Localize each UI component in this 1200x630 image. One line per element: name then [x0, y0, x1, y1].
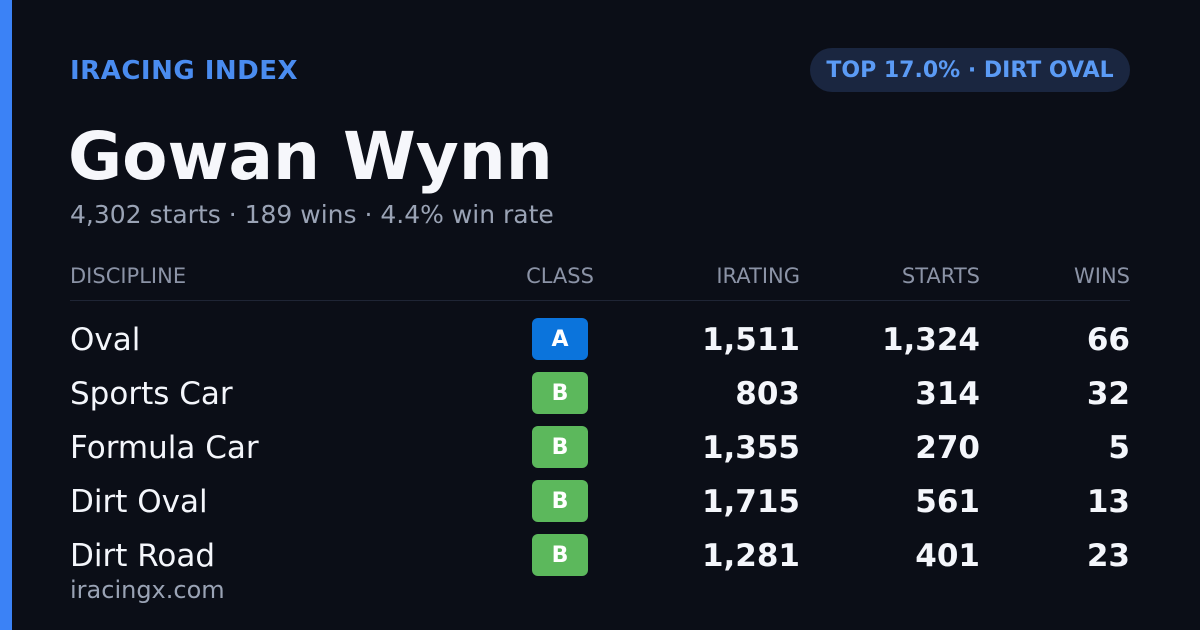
irating: 803 — [735, 376, 800, 412]
column-header: WINS — [1074, 264, 1130, 288]
discipline: Oval — [70, 322, 141, 358]
class-badge: B — [532, 480, 588, 522]
header-rule — [70, 300, 1130, 301]
discipline: Sports Car — [70, 376, 233, 412]
column-header: IRATING — [716, 264, 800, 288]
irating: 1,511 — [701, 322, 800, 358]
wins: 5 — [1108, 430, 1130, 466]
wins: 66 — [1086, 322, 1130, 358]
class-badge: B — [532, 426, 588, 468]
wins: 32 — [1086, 376, 1130, 412]
irating: 1,281 — [701, 538, 800, 574]
summary: 4,302 starts · 189 wins · 4.4% win rate — [70, 200, 554, 229]
starts: 401 — [915, 538, 980, 574]
brand: IRACING INDEX — [70, 56, 299, 86]
class-badge: B — [532, 534, 588, 576]
accent-stripe — [0, 0, 12, 630]
starts: 561 — [915, 484, 980, 520]
discipline: Formula Car — [70, 430, 259, 466]
wins: 13 — [1086, 484, 1130, 520]
irating: 1,715 — [701, 484, 800, 520]
site: iracingx.com — [70, 576, 225, 604]
column-header: CLASS — [526, 264, 594, 288]
starts: 270 — [915, 430, 980, 466]
class-badge: A — [532, 318, 588, 360]
class-badge: B — [532, 372, 588, 414]
wins: 23 — [1086, 538, 1130, 574]
discipline: Dirt Road — [70, 538, 216, 574]
column-header: DISCIPLINE — [70, 264, 187, 288]
discipline: Dirt Oval — [70, 484, 208, 520]
column-header: STARTS — [901, 264, 980, 288]
irating: 1,355 — [701, 430, 800, 466]
starts: 314 — [915, 376, 980, 412]
starts: 1,324 — [881, 322, 980, 358]
rank-badge: TOP 17.0% · DIRT OVAL — [810, 48, 1130, 92]
driver-name: Gowan Wynn — [68, 118, 553, 195]
